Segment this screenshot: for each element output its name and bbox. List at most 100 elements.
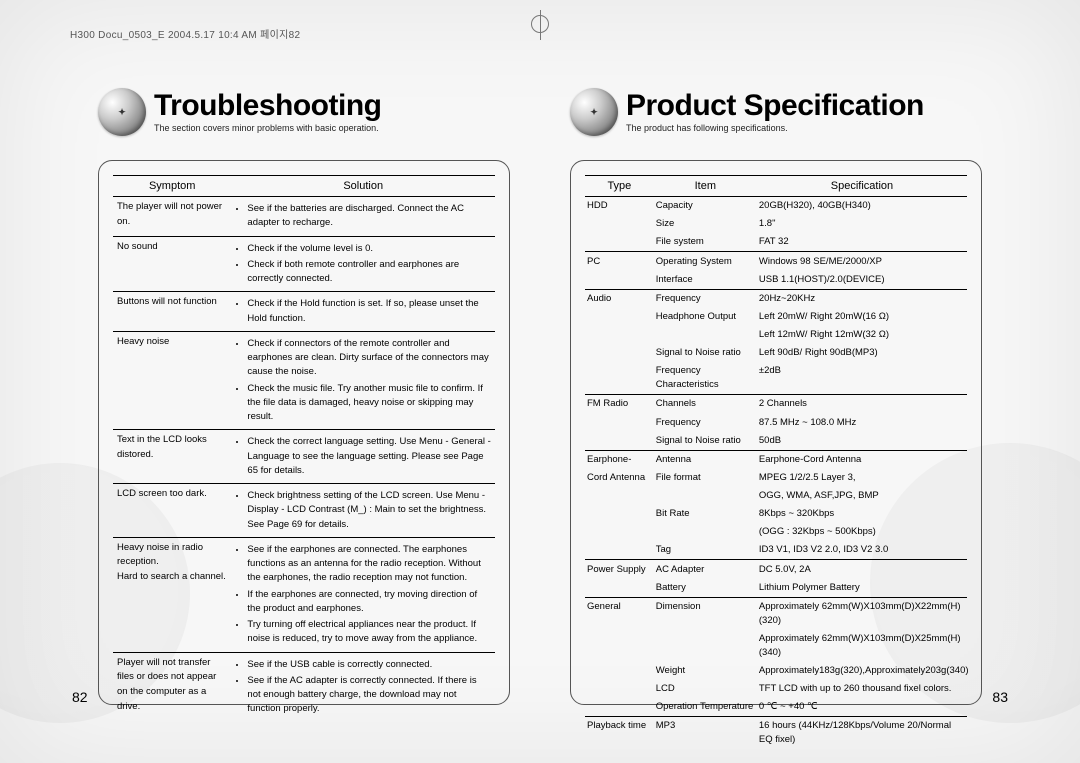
- symptom-cell: LCD screen too dark.: [113, 484, 231, 538]
- solution-bullet: Check if the volume level is 0.: [247, 242, 491, 256]
- spec-cell: Approximately183g(320),Approximately203g…: [757, 662, 967, 680]
- spec-cell: 0 ℃ ~ +40 ℃: [757, 698, 967, 717]
- table-row: AudioFrequency20Hz~20KHz: [585, 289, 967, 308]
- type-cell: HDD: [585, 197, 654, 216]
- th-solution: Solution: [231, 176, 495, 197]
- type-cell: [585, 541, 654, 560]
- type-cell: [585, 326, 654, 344]
- solution-cell: Check if the volume level is 0.Check if …: [231, 236, 495, 292]
- type-cell: Playback time: [585, 716, 654, 748]
- table-row: Frequency87.5 MHz ~ 108.0 MHz: [585, 413, 967, 431]
- spec-cell: Windows 98 SE/ME/2000/XP: [757, 252, 967, 271]
- type-cell: [585, 662, 654, 680]
- solution-cell: Check the correct language setting. Use …: [231, 430, 495, 484]
- item-cell: [654, 487, 757, 505]
- solution-bullet: Try turning off electrical appliances ne…: [247, 618, 491, 647]
- item-cell: Headphone Output: [654, 308, 757, 326]
- spec-cell: TFT LCD with up to 260 thousand fixel co…: [757, 680, 967, 698]
- spec-cell: Earphone-Cord Antenna: [757, 450, 967, 469]
- item-cell: Bit Rate: [654, 505, 757, 523]
- table-row: TagID3 V1, ID3 V2 2.0, ID3 V2 3.0: [585, 541, 967, 560]
- type-cell: General: [585, 597, 654, 629]
- type-cell: [585, 362, 654, 394]
- solution-cell: Check brightness setting of the LCD scre…: [231, 484, 495, 538]
- item-cell: Operation Temperature: [654, 698, 757, 717]
- page-number: 83: [992, 689, 1008, 705]
- spec-cell: OGG, WMA, ASF,JPG, BMP: [757, 487, 967, 505]
- item-cell: Antenna: [654, 450, 757, 469]
- item-cell: File format: [654, 469, 757, 487]
- solution-cell: See if the batteries are discharged. Con…: [231, 197, 495, 237]
- table-row: Heavy noise in radio reception. Hard to …: [113, 537, 495, 652]
- table-row: Signal to Noise ratio50dB: [585, 431, 967, 450]
- table-row: Approximately 62mm(W)X103mm(D)X25mm(H)(3…: [585, 630, 967, 662]
- type-cell: Power Supply: [585, 560, 654, 579]
- item-cell: Operating System: [654, 252, 757, 271]
- type-cell: Earphone-: [585, 450, 654, 469]
- medallion-icon: ✦: [98, 88, 146, 136]
- spec-cell: 1.8": [757, 215, 967, 233]
- title-row-left: ✦ Troubleshooting The section covers min…: [98, 88, 510, 136]
- type-cell: [585, 698, 654, 717]
- troubleshooting-table: Symptom Solution The player will not pow…: [113, 175, 495, 722]
- spec-cell: 87.5 MHz ~ 108.0 MHz: [757, 413, 967, 431]
- symptom-cell: Heavy noise in radio reception. Hard to …: [113, 537, 231, 652]
- item-cell: Frequency: [654, 413, 757, 431]
- type-cell: [585, 413, 654, 431]
- table-row: (OGG : 32Kbps ~ 500Kbps): [585, 523, 967, 541]
- solution-bullet: Check the music file. Try another music …: [247, 382, 491, 425]
- table-row: FM RadioChannels2 Channels: [585, 395, 967, 414]
- spec-cell: FAT 32: [757, 233, 967, 252]
- table-row: Buttons will not functionCheck if the Ho…: [113, 292, 495, 332]
- item-cell: Dimension: [654, 597, 757, 629]
- table-row: The player will not power on.See if the …: [113, 197, 495, 237]
- spec-cell: USB 1.1(HOST)/2.0(DEVICE): [757, 271, 967, 290]
- table-row: Player will not transfer files or does n…: [113, 652, 495, 722]
- type-cell: [585, 579, 654, 598]
- symptom-cell: Buttons will not function: [113, 292, 231, 332]
- item-cell: Tag: [654, 541, 757, 560]
- title-row-right: ✦ Product Specification The product has …: [570, 88, 982, 136]
- spec-cell: Approximately 62mm(W)X103mm(D)X22mm(H)(3…: [757, 597, 967, 629]
- table-row: PCOperating SystemWindows 98 SE/ME/2000/…: [585, 252, 967, 271]
- spec-cell: (OGG : 32Kbps ~ 500Kbps): [757, 523, 967, 541]
- spec-cell: ID3 V1, ID3 V2 2.0, ID3 V2 3.0: [757, 541, 967, 560]
- item-cell: AC Adapter: [654, 560, 757, 579]
- table-row: LCD screen too dark.Check brightness set…: [113, 484, 495, 538]
- item-cell: Capacity: [654, 197, 757, 216]
- spec-cell: 2 Channels: [757, 395, 967, 414]
- type-cell: [585, 308, 654, 326]
- spec-cell: Left 12mW/ Right 12mW(32 Ω): [757, 326, 967, 344]
- page-right: ✦ Product Specification The product has …: [540, 0, 1080, 763]
- spec-cell: MPEG 1/2/2.5 Layer 3,: [757, 469, 967, 487]
- type-cell: [585, 523, 654, 541]
- spec-cell: 50dB: [757, 431, 967, 450]
- table-row: Cord AntennaFile formatMPEG 1/2/2.5 Laye…: [585, 469, 967, 487]
- table-row: GeneralDimensionApproximately 62mm(W)X10…: [585, 597, 967, 629]
- item-cell: MP3: [654, 716, 757, 748]
- table-row: File systemFAT 32: [585, 233, 967, 252]
- item-cell: [654, 630, 757, 662]
- item-cell: Battery: [654, 579, 757, 598]
- th-item: Item: [654, 176, 757, 197]
- spec-cell: DC 5.0V, 2A: [757, 560, 967, 579]
- solution-bullet: Check if connectors of the remote contro…: [247, 337, 491, 380]
- spec-cell: 8Kbps ~ 320Kbps: [757, 505, 967, 523]
- table-row: LCDTFT LCD with up to 260 thousand fixel…: [585, 680, 967, 698]
- table-row: Operation Temperature0 ℃ ~ +40 ℃: [585, 698, 967, 717]
- type-cell: [585, 487, 654, 505]
- item-cell: [654, 326, 757, 344]
- table-row: HDDCapacity20GB(H320), 40GB(H340): [585, 197, 967, 216]
- content-box-right: Type Item Specification HDDCapacity20GB(…: [570, 160, 982, 705]
- th-spec: Specification: [757, 176, 967, 197]
- item-cell: LCD: [654, 680, 757, 698]
- spec-cell: Left 90dB/ Right 90dB(MP3): [757, 344, 967, 362]
- table-row: Heavy noiseCheck if connectors of the re…: [113, 331, 495, 430]
- content-box-left: Symptom Solution The player will not pow…: [98, 160, 510, 705]
- table-row: Power SupplyAC AdapterDC 5.0V, 2A: [585, 560, 967, 579]
- solution-cell: Check if the Hold function is set. If so…: [231, 292, 495, 332]
- table-row: No soundCheck if the volume level is 0.C…: [113, 236, 495, 292]
- page-title: Troubleshooting: [154, 91, 381, 121]
- page-number: 82: [72, 689, 88, 705]
- type-cell: [585, 630, 654, 662]
